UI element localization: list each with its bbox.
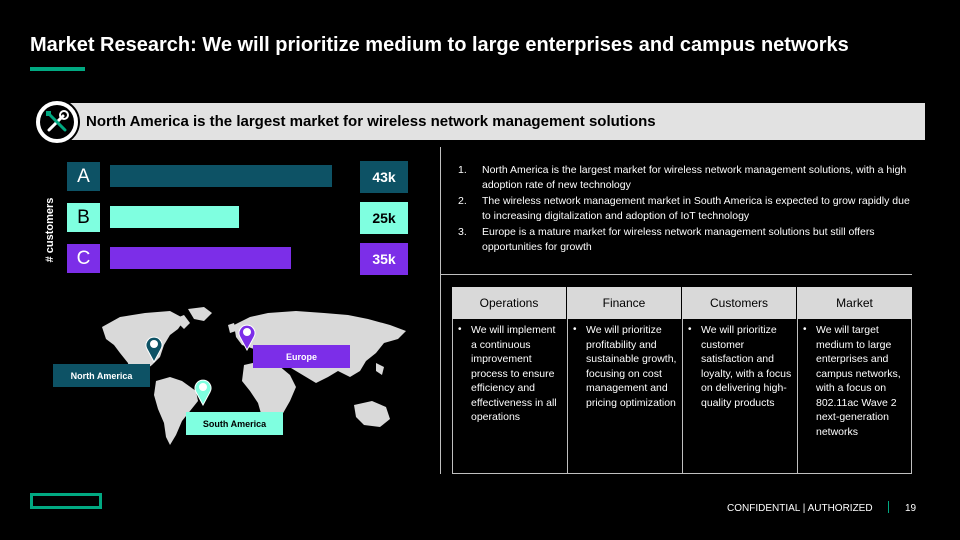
table-cell: • We will prioritize customer satisfactio… [682,319,798,474]
footer-separator [888,501,889,513]
banner-bar [60,103,925,140]
tools-icon [34,99,80,145]
map-label-europe: Europe [253,345,350,368]
value-label: 25k [360,202,408,234]
table-header-operations: Operations [452,287,567,319]
map-pin-icon [238,324,256,351]
map-pin-icon [194,379,212,406]
map-label-south-america: South America [186,412,283,435]
table-cell: • We will prioritize profitability and su… [567,319,683,474]
title-underline [30,67,85,71]
category-label: A [67,162,100,191]
strategy-table: Operations Finance Customers Market • We … [452,287,912,474]
bar [110,165,333,187]
list-item: 2. The wireless network management market… [458,195,910,222]
page-number: 19 [905,503,917,514]
value-label: 43k [360,161,408,193]
table-header-customers: Customers [682,287,797,319]
chart-ylabel: # customers [44,197,56,263]
value-label: 35k [360,243,408,275]
table-cell: • We will target medium to large enterpri… [797,319,912,474]
divider-horizontal [440,274,912,275]
banner-text: North America is the largest market for … [86,113,656,130]
map-pin-icon [145,336,163,363]
category-label: C [67,244,100,273]
confidential-label: CONFIDENTIAL | AUTHORIZED [727,503,873,514]
list-item: 1. North America is the largest market fo… [458,164,907,191]
category-label: B [67,203,100,232]
table-header-finance: Finance [567,287,682,319]
bar [110,206,240,228]
list-item: 3. Europe is a mature market for wireless… [458,226,875,253]
table-header-market: Market [797,287,912,319]
divider-vertical [440,147,441,474]
slide-title: Market Research: We will prioritize medi… [30,34,849,56]
bar [110,247,291,269]
company-logo [30,493,102,509]
map-label-north-america: North America [53,364,150,387]
key-points-list: 1. North America is the largest market fo… [458,163,913,256]
table-cell: • We will implement a continuous improvem… [452,319,568,474]
